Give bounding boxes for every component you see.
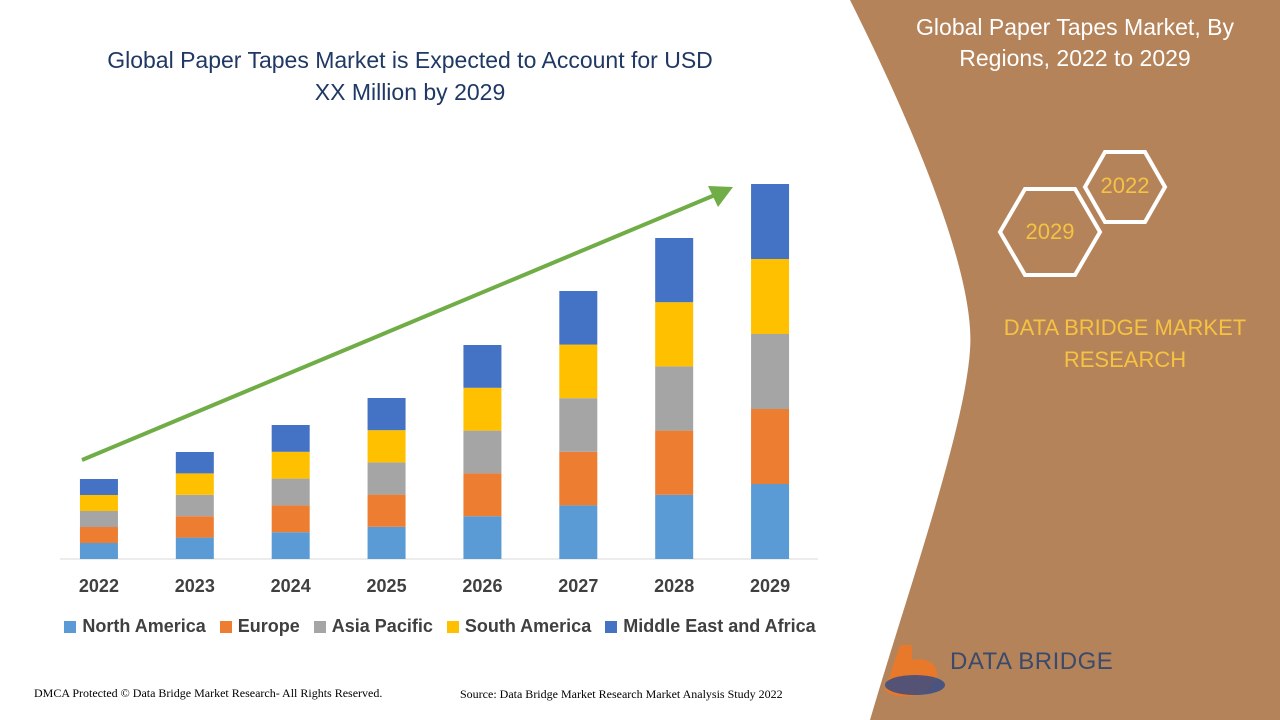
brand-text: DATA BRIDGE MARKET RESEARCH bbox=[1003, 315, 1247, 372]
bars bbox=[79, 184, 790, 559]
legend-swatch bbox=[605, 620, 618, 633]
bar-segment bbox=[175, 452, 214, 474]
hex-label: 2029 bbox=[1026, 219, 1075, 244]
bar-segment bbox=[655, 238, 694, 303]
legend-item: Asia Pacific bbox=[313, 616, 433, 637]
bar-segment bbox=[559, 505, 598, 559]
bar-segment bbox=[655, 494, 694, 559]
bar-segment bbox=[751, 259, 790, 334]
panel-title: Global Paper Tapes Market, By Regions, 2… bbox=[916, 14, 1234, 71]
arrow-head bbox=[708, 186, 733, 207]
bar-segment bbox=[271, 505, 310, 533]
bar-segment bbox=[175, 537, 214, 559]
bar-segment bbox=[559, 398, 598, 452]
hexagon bbox=[1082, 150, 1168, 224]
bar-segment bbox=[271, 478, 310, 506]
x-tick-label: 2024 bbox=[271, 576, 311, 596]
legend-item: South America bbox=[446, 616, 592, 637]
bar-segment bbox=[463, 387, 502, 431]
bar-segment bbox=[559, 451, 598, 506]
legend: North America Europe Asia Pacific South Ame… bbox=[40, 616, 840, 637]
bar-segment bbox=[79, 495, 118, 511]
legend-swatch bbox=[313, 620, 326, 633]
source: Source: Data Bridge Market Research Mark… bbox=[460, 687, 783, 701]
bar-segment bbox=[559, 291, 598, 345]
legend-item: Europe bbox=[219, 616, 300, 637]
bar-segment bbox=[463, 345, 502, 388]
x-tick-label: 2023 bbox=[175, 576, 215, 596]
x-tick-label: 2029 bbox=[750, 576, 790, 596]
legend-swatch bbox=[64, 620, 77, 633]
bar-segment bbox=[271, 451, 310, 479]
bar-segment bbox=[751, 184, 790, 259]
bar-segment bbox=[367, 462, 406, 495]
x-tick-label: 2025 bbox=[367, 576, 407, 596]
legend-label: Middle East and Africa bbox=[623, 616, 816, 636]
legend-label: Europe bbox=[237, 616, 300, 636]
legend-item: Middle East and Africa bbox=[605, 616, 816, 637]
bar-segment bbox=[79, 543, 118, 559]
chart-title: Global Paper Tapes Market is Expected to… bbox=[107, 47, 713, 105]
x-tick-label: 2022 bbox=[79, 576, 119, 596]
bar-segment bbox=[367, 430, 406, 463]
copyright: DMCA Protected © Data Bridge Market Rese… bbox=[34, 686, 383, 700]
bar-segment bbox=[463, 473, 502, 517]
legend-label: South America bbox=[464, 616, 592, 636]
x-tick-label: 2027 bbox=[558, 576, 598, 596]
trend-arrow bbox=[81, 193, 716, 462]
legend-swatch bbox=[446, 620, 459, 633]
hex-label: 2022 bbox=[1101, 173, 1150, 198]
bar-segment bbox=[175, 473, 214, 495]
bar-segment bbox=[559, 344, 598, 399]
bar-segment bbox=[79, 527, 118, 543]
legend-item: North America bbox=[64, 616, 206, 637]
bar-segment bbox=[463, 430, 502, 474]
bar-segment bbox=[463, 516, 502, 559]
hexagon bbox=[997, 187, 1103, 277]
x-tick-label: 2026 bbox=[462, 576, 502, 596]
bar-segment bbox=[175, 494, 214, 517]
legend-label: Asia Pacific bbox=[331, 616, 433, 636]
side-panel bbox=[850, 0, 1280, 720]
legend-swatch bbox=[219, 620, 232, 633]
logo-text: DATA BRIDGE bbox=[950, 648, 1114, 675]
x-tick-label: 2028 bbox=[654, 576, 694, 596]
bar-segment bbox=[655, 366, 694, 431]
bar-segment bbox=[271, 532, 310, 559]
bar-segment bbox=[175, 516, 214, 538]
legend-label: North America bbox=[82, 616, 206, 636]
bar-segment bbox=[367, 526, 406, 559]
bar-segment bbox=[79, 479, 118, 495]
bar-segment bbox=[655, 430, 694, 495]
bar-segment bbox=[367, 494, 406, 527]
bar-segment bbox=[751, 484, 790, 559]
bar-segment bbox=[751, 334, 790, 409]
bar-segment bbox=[751, 409, 790, 484]
logo-mark bbox=[885, 675, 945, 695]
bar-segment bbox=[367, 398, 406, 431]
bar-segment bbox=[655, 302, 694, 367]
bar-segment bbox=[271, 425, 310, 452]
bar-segment bbox=[79, 511, 118, 527]
